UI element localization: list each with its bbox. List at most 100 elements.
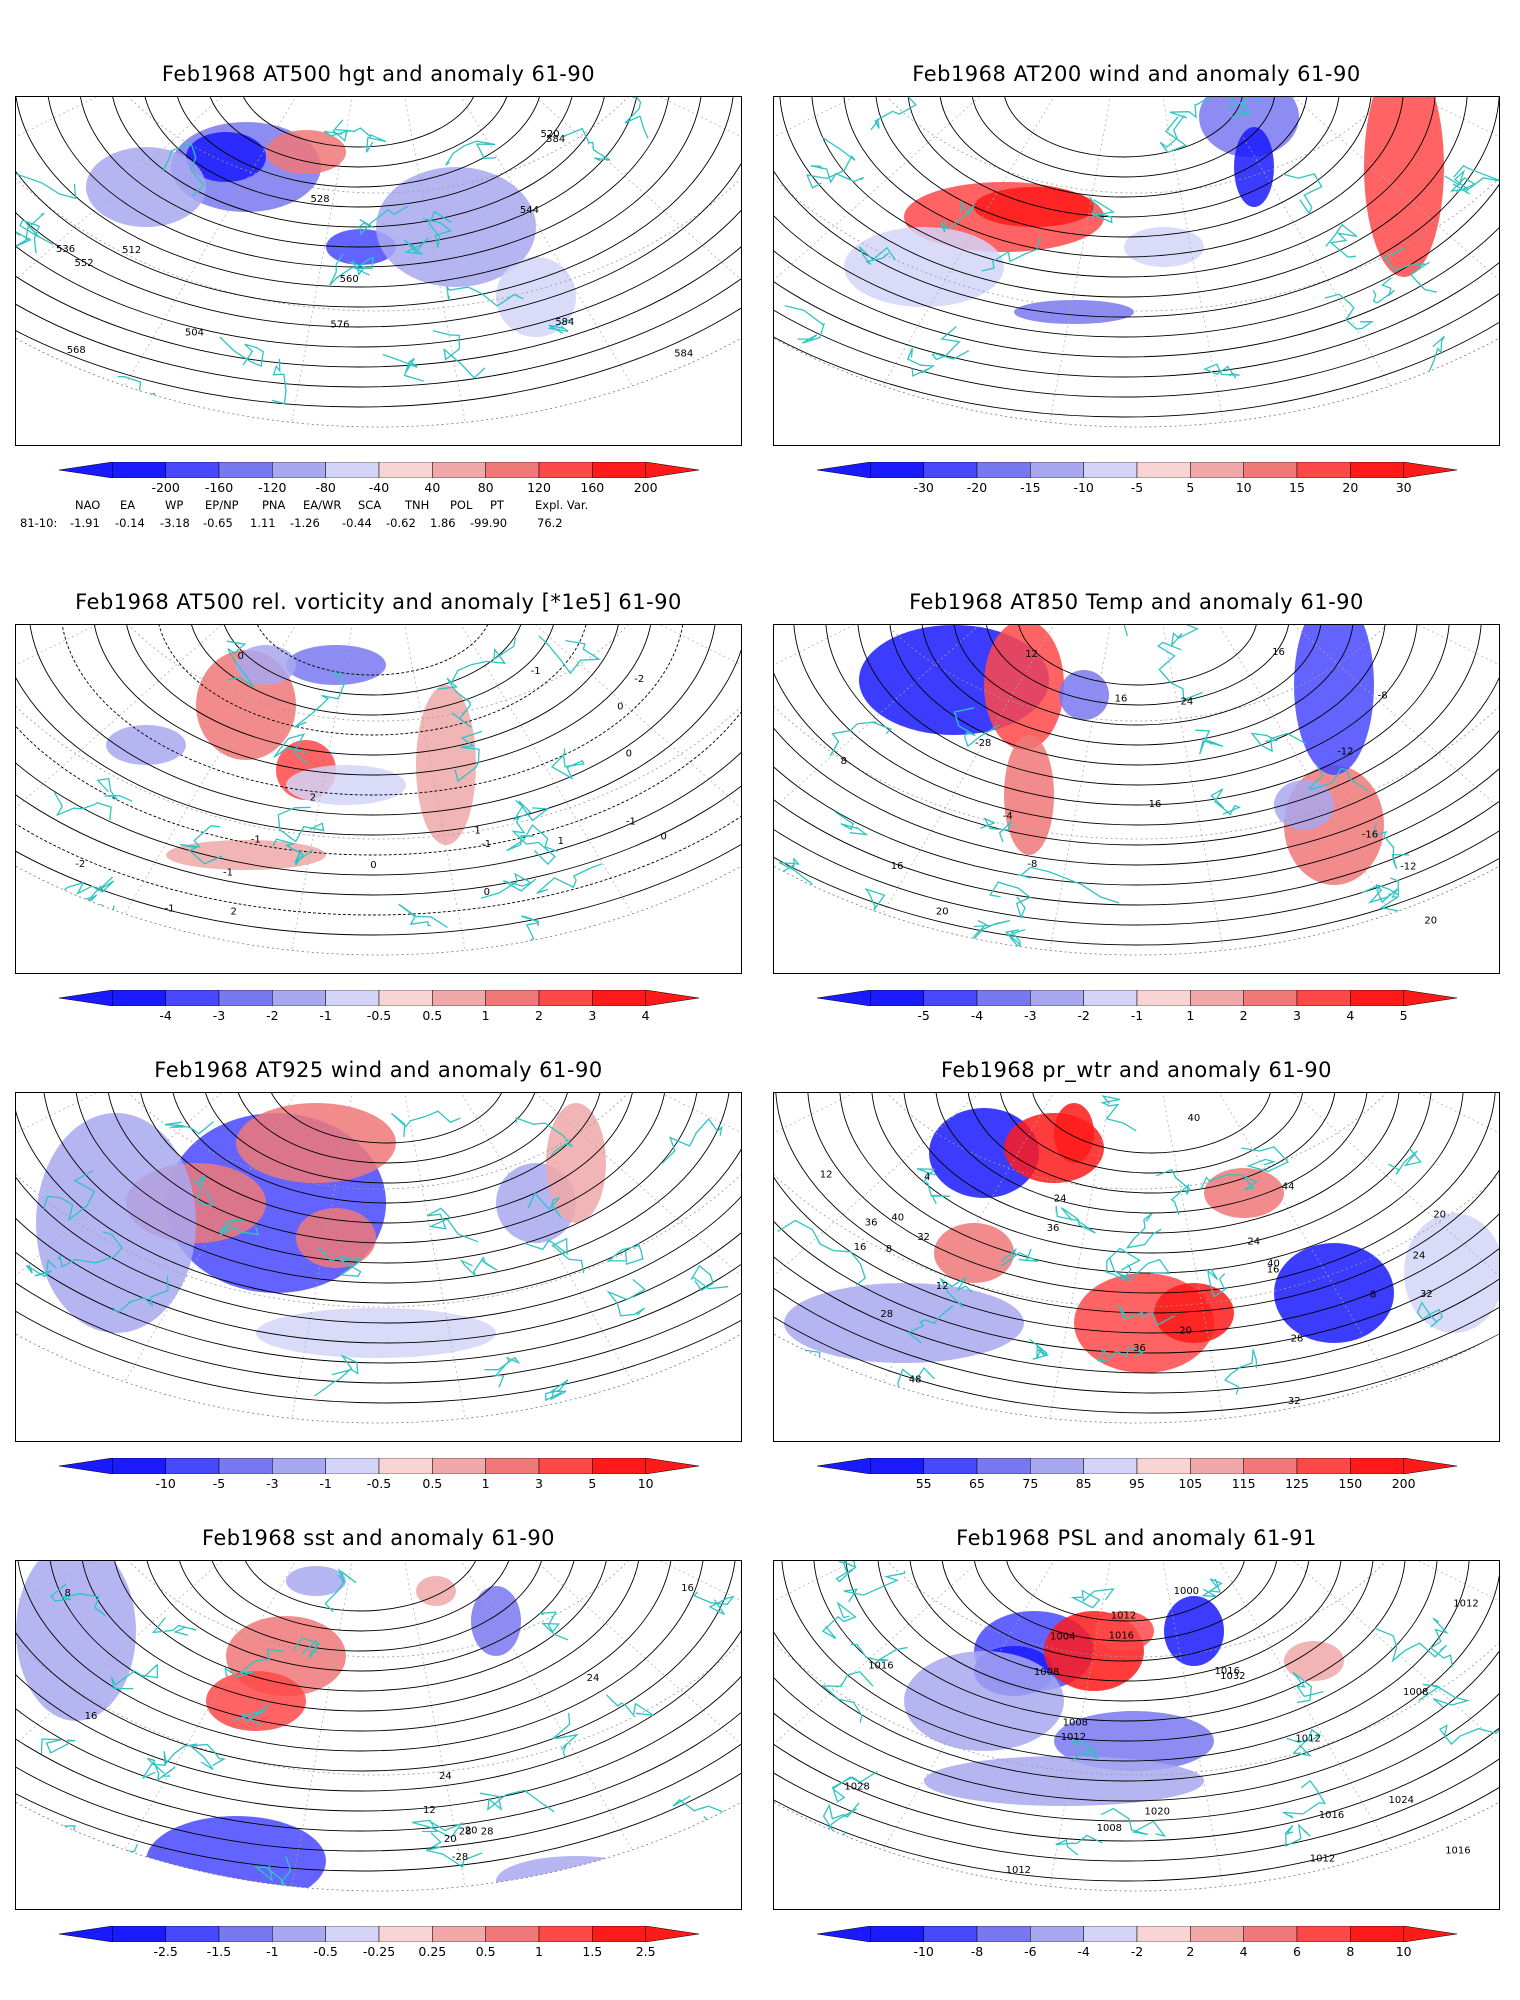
latitude-circle xyxy=(826,97,1447,194)
colorbar-tick-label: 1 xyxy=(481,1008,490,1023)
anomaly-region xyxy=(146,1816,326,1891)
contour-label: 1020 xyxy=(1145,1806,1170,1817)
coastline xyxy=(1156,1168,1192,1216)
contour-label: -1 xyxy=(165,904,175,915)
contour-line xyxy=(889,625,1386,766)
colorbar xyxy=(59,990,699,1006)
contour-line xyxy=(74,1093,699,1264)
coastline xyxy=(219,1219,260,1236)
map-svg: 20 12 8 16 20 24 28 28 -28 24 16 xyxy=(16,1561,741,1892)
contour-line xyxy=(28,625,717,816)
coastline xyxy=(146,1757,176,1782)
coastline xyxy=(843,1570,906,1603)
coastline xyxy=(538,635,602,675)
colorbar-arrow-high xyxy=(645,1458,699,1474)
contour-label: -1 xyxy=(481,839,491,850)
colorbar-tick-label: 2 xyxy=(1186,1944,1195,1959)
contour-line xyxy=(774,625,1499,866)
contour-label: 36 xyxy=(865,1217,878,1228)
contour-line xyxy=(843,97,1404,258)
map-area xyxy=(773,96,1500,446)
meridian-line xyxy=(278,97,379,427)
meridian-line xyxy=(845,625,1137,955)
colorbar-tick-label: 8 xyxy=(1346,1944,1355,1959)
colorbar-cell xyxy=(1136,990,1191,1006)
coastline xyxy=(359,205,409,236)
colorbar-cell xyxy=(976,1458,1031,1474)
contour-label: 24 xyxy=(1413,1251,1426,1262)
colorbar-cell xyxy=(870,1926,924,1942)
contour-line xyxy=(857,625,1418,786)
coastline xyxy=(16,212,45,248)
coastline xyxy=(939,1276,973,1309)
anomaly-region xyxy=(236,645,296,685)
contour-label: 24 xyxy=(587,1673,600,1684)
contour-label: 1 xyxy=(558,836,564,847)
colorbar-tick-label: -1 xyxy=(266,1944,279,1959)
coastline xyxy=(989,881,1032,920)
coastline xyxy=(821,1601,857,1640)
colorbar-cell xyxy=(538,462,593,478)
colorbar-arrow-low xyxy=(817,1926,871,1942)
contour-label: 0 xyxy=(626,749,632,760)
coastline xyxy=(445,140,497,166)
colorbar-cell xyxy=(485,990,540,1006)
index-value: -99.90 xyxy=(470,516,508,530)
colorbar-tick-label: 200 xyxy=(633,480,658,495)
contour-label: 24 xyxy=(1181,696,1194,707)
meridian-line xyxy=(774,1093,1137,1362)
contour-label: 1012 xyxy=(1006,1865,1031,1876)
contour-line xyxy=(92,625,653,776)
meridian-line xyxy=(845,97,1137,427)
contour-label: 20 xyxy=(444,1834,457,1845)
coastline xyxy=(425,1832,483,1869)
coastline xyxy=(906,347,936,377)
colorbar-tick-label: -0.5 xyxy=(313,1944,338,1959)
coastline xyxy=(1452,164,1499,195)
colorbar-tick-label: -2 xyxy=(1130,1944,1144,1959)
contour-line xyxy=(16,1561,741,1812)
colorbar-cell xyxy=(112,1926,166,1942)
colorbar-cell xyxy=(538,1458,593,1474)
colorbar-ticks: 55 65 75 85 95 105 115 125 150 200 xyxy=(817,1476,1457,1492)
coastline xyxy=(788,1348,821,1380)
contour-label: 36 xyxy=(1047,1223,1060,1234)
coastline xyxy=(25,1259,57,1278)
colorbar-tick-label: -10 xyxy=(155,1476,176,1491)
colorbar-cell xyxy=(870,1458,924,1474)
coastline xyxy=(1206,1268,1226,1298)
contour-line xyxy=(811,97,1436,278)
contour-label: 32 xyxy=(1288,1396,1301,1407)
latitude-circle xyxy=(826,625,1447,722)
coastline xyxy=(1100,1807,1167,1838)
meridian-line xyxy=(16,625,379,894)
meridian-line xyxy=(1136,1093,1428,1423)
contour-label: 1008 xyxy=(1034,1667,1059,1678)
colorbar-tick-label: 4 xyxy=(1239,1944,1248,1959)
anomaly-region xyxy=(286,765,406,805)
coastline xyxy=(335,127,387,153)
contour-line xyxy=(774,97,1499,398)
contour-line xyxy=(238,97,479,148)
contour-label: 1032 xyxy=(1220,1671,1245,1682)
colorbar-arrow-high xyxy=(645,1926,699,1942)
colorbar-tick-label: 65 xyxy=(969,1476,985,1491)
contour-label: 1008 xyxy=(1403,1687,1428,1698)
contour-label: 32 xyxy=(1420,1289,1433,1300)
coastline xyxy=(329,253,370,286)
contour-line xyxy=(781,1561,1470,1762)
colorbar-tick-label: 3 xyxy=(1293,1008,1301,1023)
contour-label: 536 xyxy=(56,244,75,255)
contour-label: -1 xyxy=(223,868,233,879)
contour-line xyxy=(774,1561,1499,1842)
colorbar-tick-label: -0.5 xyxy=(366,1008,392,1023)
colorbar-tick-label: 2 xyxy=(1239,1008,1248,1023)
contour-label: 1008 xyxy=(1097,1823,1122,1834)
index-value: -0.62 xyxy=(386,516,416,530)
latitude-circle xyxy=(16,1561,741,1776)
anomaly-region xyxy=(1054,1103,1094,1163)
contour-line xyxy=(774,625,1499,926)
coastline xyxy=(907,1305,954,1344)
colorbar-cell xyxy=(1243,462,1298,478)
coastline xyxy=(292,1637,321,1659)
